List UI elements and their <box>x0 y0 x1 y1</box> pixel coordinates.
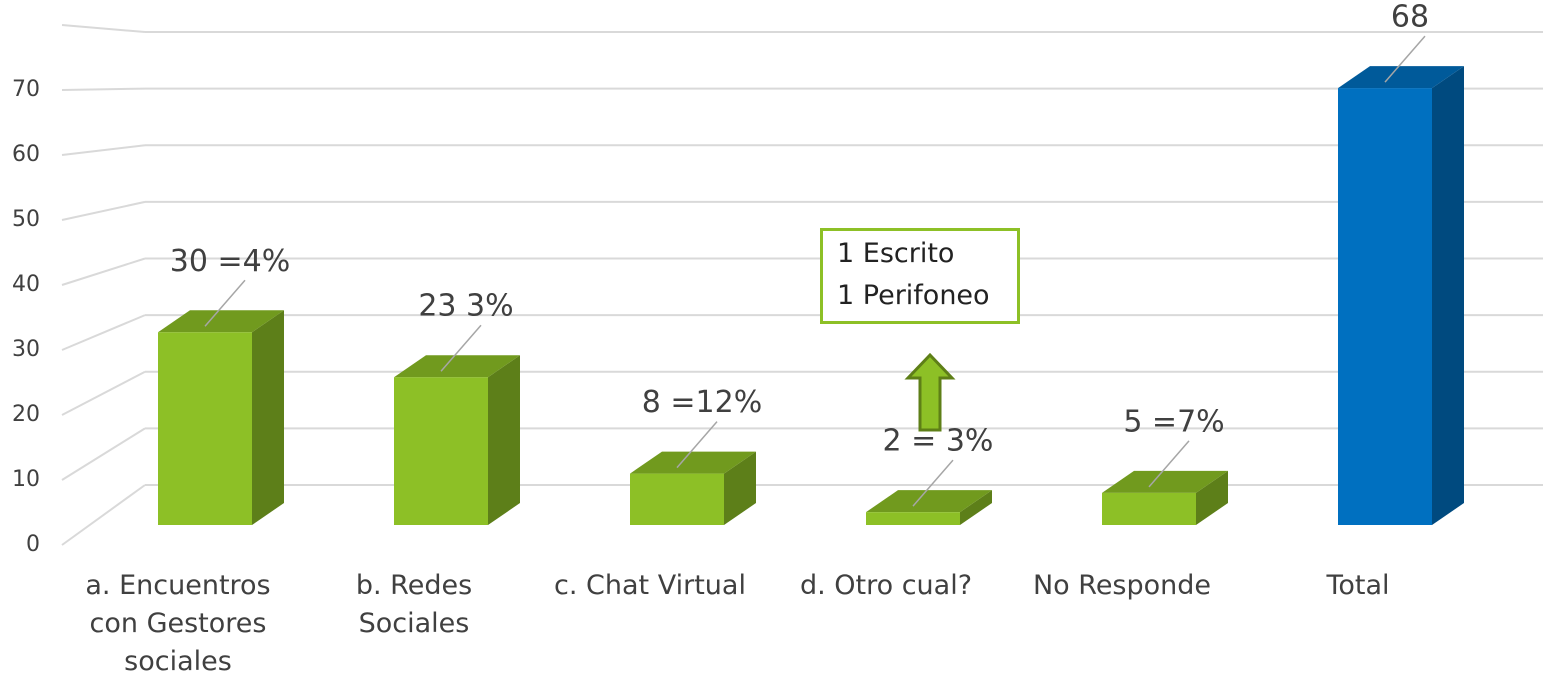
leader-line <box>912 459 954 507</box>
bar-side <box>724 451 756 525</box>
y-tick-label: 40 <box>12 272 40 297</box>
y-tick-label: 10 <box>12 467 40 492</box>
x-tick-label: Total <box>1326 570 1390 601</box>
bar-top <box>158 310 284 333</box>
value-label: 23 3% <box>418 289 513 324</box>
x-tick-label: c. Chat Virtual <box>554 570 746 601</box>
grid-line <box>61 370 146 416</box>
leader-line <box>440 324 482 372</box>
bar <box>866 512 960 525</box>
bar-top <box>394 355 520 378</box>
arrow <box>904 352 956 432</box>
value-label: 5 =7% <box>1123 404 1224 439</box>
annotation-line: 1 Escrito <box>837 238 955 269</box>
bar-side <box>252 310 284 525</box>
bar <box>630 473 724 525</box>
bar <box>158 332 252 525</box>
value-label: 68 <box>1391 0 1429 35</box>
bar <box>1338 88 1432 525</box>
bar <box>394 377 488 525</box>
grid-line <box>61 87 146 91</box>
grid-line <box>61 200 146 221</box>
leader-line <box>676 421 718 469</box>
y-tick-label: 20 <box>12 402 40 427</box>
bar-side <box>488 355 520 525</box>
leader-line <box>204 279 246 327</box>
y-tick-label: 30 <box>12 337 40 362</box>
y-tick-label: 0 <box>26 532 40 557</box>
bar-top <box>1102 470 1228 493</box>
value-label: 30 =4% <box>170 244 290 279</box>
bar-side <box>960 490 992 525</box>
grid-line <box>61 24 146 33</box>
y-tick-label: 50 <box>12 207 40 232</box>
bar-top <box>630 451 756 474</box>
bar-side <box>1432 66 1464 525</box>
y-tick-label: 70 <box>12 77 40 102</box>
bar-side <box>1196 470 1228 525</box>
bar-top <box>1338 66 1464 89</box>
grid-line <box>61 314 146 351</box>
bar <box>1102 492 1196 525</box>
grid-line <box>61 257 146 286</box>
grid-line <box>61 484 146 546</box>
grid-line <box>61 427 146 481</box>
leader-line <box>1148 440 1190 488</box>
x-tick-label: No Responde <box>1032 570 1212 601</box>
x-tick-label: b. Redes Sociales <box>355 570 473 639</box>
x-tick-label: d. Otro cual? <box>799 570 973 601</box>
annotation-box: 1 Escrito 1 Perifoneo <box>820 228 1020 324</box>
x-tick-label: a. Encuentros con Gestores sociales <box>85 570 271 674</box>
value-label: 8 =12% <box>642 385 762 420</box>
bar-top <box>866 490 992 513</box>
y-tick-label: 60 <box>12 142 40 167</box>
annotation-line: 1 Perifoneo <box>837 280 990 311</box>
leader-line <box>1384 35 1426 83</box>
grid-line <box>61 144 146 156</box>
